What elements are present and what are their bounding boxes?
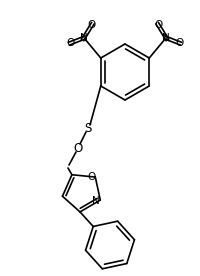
Text: O: O (73, 142, 82, 155)
Text: N: N (162, 33, 169, 43)
Text: N: N (79, 33, 87, 43)
Text: O: O (66, 38, 75, 48)
Text: O: O (87, 172, 95, 182)
Text: O: O (153, 20, 162, 30)
Text: N: N (92, 196, 100, 206)
Text: O: O (174, 38, 182, 48)
Text: S: S (84, 121, 91, 134)
Text: O: O (87, 20, 95, 30)
